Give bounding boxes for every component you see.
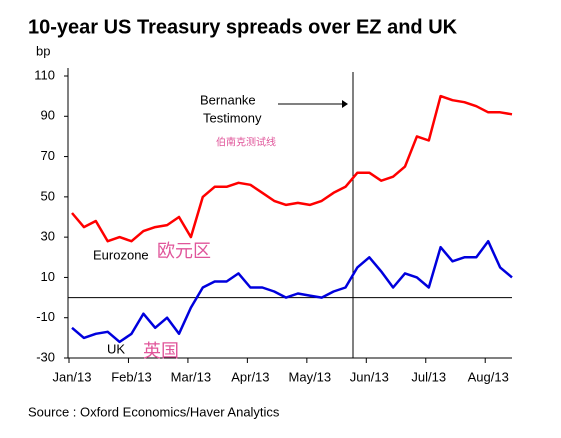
annotation-cn: 伯南克测试线 — [216, 136, 276, 149]
series-line — [71, 94, 513, 243]
y-tick-label: 90 — [41, 108, 55, 123]
y-tick-label: -10 — [36, 309, 55, 324]
x-tick-label: Jan/13 — [52, 369, 91, 384]
y-axis-label: bp — [36, 43, 50, 58]
source: Source : Oxford Economics/Haver Analytic… — [28, 404, 280, 419]
annotation: Testimony — [203, 110, 262, 125]
y-tick-label: 70 — [41, 148, 55, 163]
y-tick-label: 110 — [34, 67, 55, 82]
x-tick-label: Apr/13 — [231, 369, 269, 384]
series-label-cn: 英国 — [143, 341, 179, 362]
annotation: Bernanke — [200, 92, 256, 107]
y-tick-label: 50 — [41, 188, 55, 203]
series-label: Eurozone — [93, 247, 149, 262]
series-label-cn: 欧元区 — [157, 241, 211, 262]
x-tick-label: Feb/13 — [111, 369, 151, 384]
x-tick-label: Aug/13 — [468, 369, 509, 384]
y-tick-label: 10 — [41, 269, 55, 284]
arrow-head — [342, 100, 348, 108]
x-tick-label: May/13 — [289, 369, 332, 384]
x-tick-label: Jul/13 — [411, 369, 446, 384]
x-tick-label: Mar/13 — [171, 369, 211, 384]
y-tick-label: -30 — [36, 349, 55, 364]
x-tick-label: Jun/13 — [350, 369, 389, 384]
series-label: UK — [107, 341, 125, 356]
series-line — [71, 239, 513, 344]
y-tick-label: 30 — [41, 229, 55, 244]
chart-title: 10-year US Treasury spreads over EZ and … — [28, 16, 458, 38]
